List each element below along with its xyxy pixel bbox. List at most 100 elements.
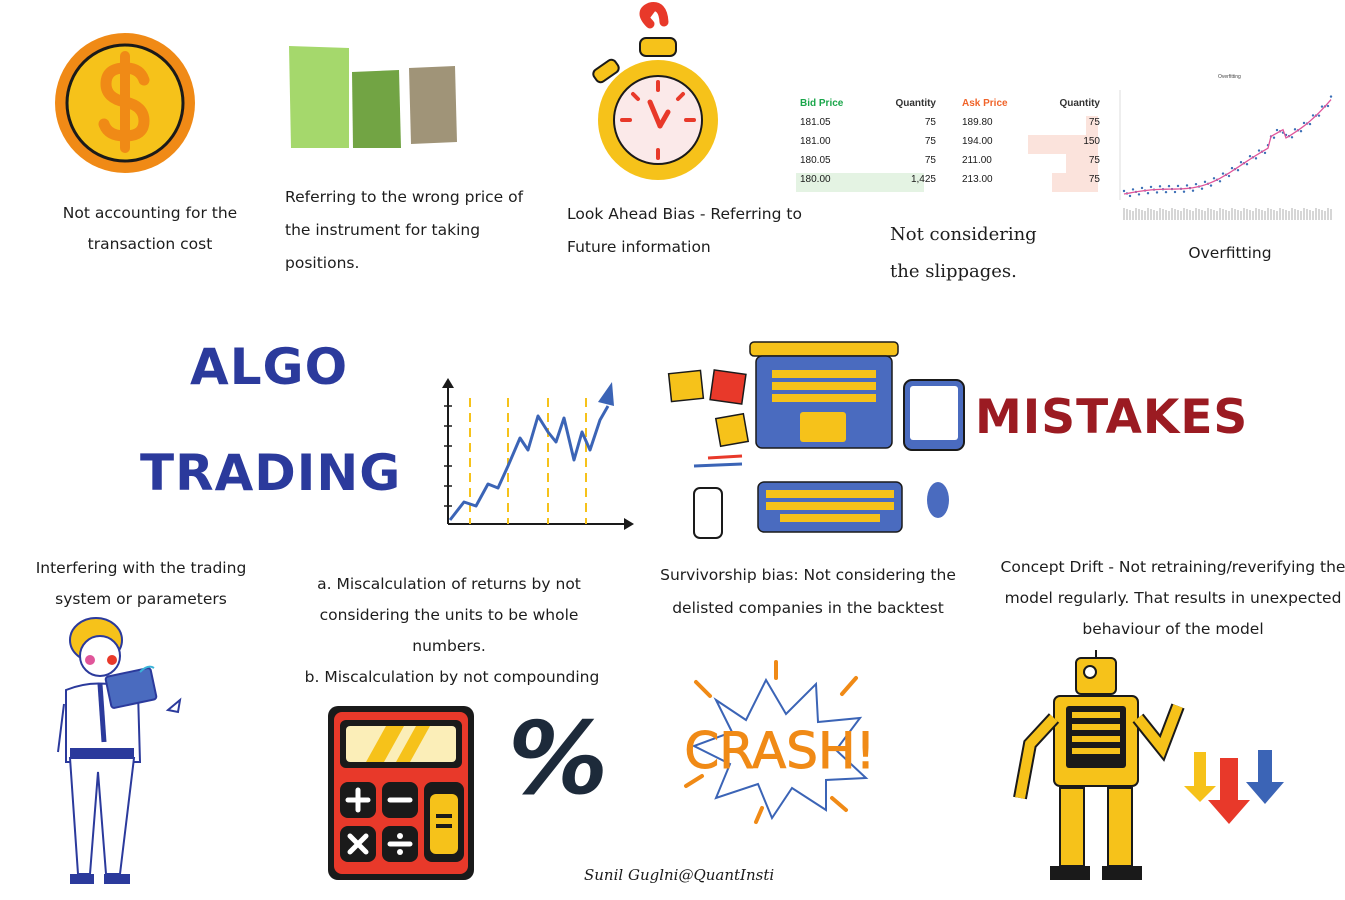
overfit-volume-bar <box>1240 211 1242 220</box>
overfit-volume-bar <box>1282 209 1284 220</box>
calculator-icon <box>328 706 474 880</box>
price-bars-icon <box>289 46 457 148</box>
bid-price-header: Bid Price <box>800 98 844 109</box>
ask-qty-cell: 75 <box>1088 174 1100 185</box>
slippage-caption: Not considering the slippages. <box>890 224 1037 282</box>
overfit-volume-bar <box>1225 210 1227 220</box>
concept-drift-caption: Concept Drift - Not retraining/reverifyi… <box>1000 558 1345 638</box>
overfit-volume-bar <box>1330 209 1332 220</box>
look-ahead-caption: Look Ahead Bias - Referring to Future in… <box>567 205 802 256</box>
wrong-price-caption: Referring to the wrong price of the inst… <box>285 188 524 272</box>
overfit-point <box>1200 187 1204 190</box>
overfit-line <box>1123 99 1332 195</box>
ask-qty-header: Quantity <box>1059 98 1100 109</box>
overfit-point <box>1257 149 1261 152</box>
overfit-volume-bar <box>1222 209 1224 220</box>
overfit-volume-bar <box>1177 210 1179 220</box>
overfit-volume-bar <box>1327 208 1329 220</box>
person-with-laptop-icon <box>57 617 182 884</box>
overfit-volume-bar <box>1201 210 1203 220</box>
overfit-volume-bar <box>1273 210 1275 220</box>
overfit-point <box>1275 128 1279 132</box>
overfit-volume-bar <box>1267 208 1269 220</box>
overfit-point <box>1326 104 1330 108</box>
overfit-volume-bar <box>1150 209 1152 220</box>
overfit-point <box>1308 122 1312 126</box>
ask-qty-cell: 75 <box>1088 155 1100 166</box>
overfit-volume-bars <box>1123 208 1332 220</box>
overfit-volume-bar <box>1324 211 1326 220</box>
overfit-volume-bar <box>1156 211 1158 220</box>
overfit-point <box>1227 174 1231 178</box>
overfitting-caption: Overfitting <box>1188 244 1272 262</box>
overfit-volume-bar <box>1264 211 1266 220</box>
overfit-volume-bar <box>1159 208 1161 220</box>
desk-setup-icon <box>667 341 965 539</box>
bid-qty-header: Quantity <box>895 98 936 109</box>
overfit-volume-bar <box>1228 211 1230 220</box>
overfit-point <box>1137 193 1141 196</box>
overfit-point <box>1155 191 1159 194</box>
bid-price-cell: 180.00 <box>800 174 831 185</box>
overfit-volume-bar <box>1321 210 1323 220</box>
overfit-volume-bar <box>1135 208 1137 220</box>
overfit-volume-bar <box>1132 211 1134 220</box>
bid-qty-cell: 75 <box>924 155 936 166</box>
overfit-point <box>1185 184 1189 187</box>
miscalc-b-caption: b. Miscalculation by not compounding <box>304 668 600 686</box>
overfit-point <box>1182 190 1186 193</box>
overfit-volume-bar <box>1195 208 1197 220</box>
order-book-row: 181.05 75 189.80 75 <box>796 113 1104 132</box>
overfit-volume-bar <box>1294 209 1296 220</box>
algo-title: ALGO <box>190 338 349 396</box>
overfit-volume-bar <box>1123 208 1125 220</box>
miscalc-a-caption: a. Miscalculation of returns by not cons… <box>317 575 581 655</box>
overfit-point <box>1122 189 1126 193</box>
robot-icon <box>1013 650 1185 880</box>
overfit-volume-bar <box>1234 209 1236 220</box>
overfit-point <box>1173 190 1177 194</box>
order-book-shading <box>796 116 1098 192</box>
overfit-volume-bar <box>1141 210 1143 220</box>
overfit-point <box>1209 184 1213 187</box>
overfit-point <box>1311 114 1315 117</box>
overfit-volume-bar <box>1204 211 1206 220</box>
overfit-point <box>1140 186 1144 190</box>
overfit-volume-bar <box>1129 210 1131 220</box>
transaction-cost-caption: Not accounting for the transaction cost <box>62 204 238 253</box>
overfit-point <box>1299 129 1303 133</box>
overfit-point <box>1128 194 1132 198</box>
overfit-volume-bar <box>1258 209 1260 220</box>
overfit-volume-bar <box>1126 209 1128 220</box>
overfit-volume-bar <box>1231 208 1233 220</box>
overfit-volume-bar <box>1189 210 1191 220</box>
overfit-volume-bar <box>1312 211 1314 220</box>
overfit-point <box>1248 155 1252 158</box>
overfit-volume-bar <box>1309 210 1311 220</box>
overfit-volume-bar <box>1291 208 1293 220</box>
overfit-point <box>1176 184 1180 188</box>
overfit-point <box>1221 172 1225 175</box>
signature: Sunil Guglni@QuantInsti <box>584 866 775 884</box>
overfit-point <box>1293 128 1297 131</box>
overfit-volume-bar <box>1279 208 1281 220</box>
overfit-point <box>1131 188 1135 191</box>
overfit-volume-bar <box>1300 211 1302 220</box>
overfit-point <box>1212 177 1216 180</box>
overfit-volume-bar <box>1243 208 1245 220</box>
order-book: Bid Price Quantity Ask Price Quantity 18… <box>796 94 1104 192</box>
overfit-volume-bar <box>1168 211 1170 220</box>
overfit-volume-bar <box>1249 210 1251 220</box>
bid-price-cell: 180.05 <box>800 155 831 166</box>
interfering-caption: Interfering with the trading system or p… <box>35 559 247 608</box>
order-book-row: 180.05 75 211.00 75 <box>796 151 1104 170</box>
overfit-points <box>1122 95 1333 198</box>
order-book-row: 180.00 1,425 213.00 75 <box>796 170 1104 189</box>
overfit-chart <box>1119 90 1333 220</box>
overfit-volume-bar <box>1297 210 1299 220</box>
overfit-point <box>1164 190 1168 194</box>
bid-price-cell: 181.05 <box>800 117 831 128</box>
overfit-volume-bar <box>1186 209 1188 220</box>
bid-qty-cell: 75 <box>924 136 936 147</box>
overfit-point <box>1194 182 1198 186</box>
